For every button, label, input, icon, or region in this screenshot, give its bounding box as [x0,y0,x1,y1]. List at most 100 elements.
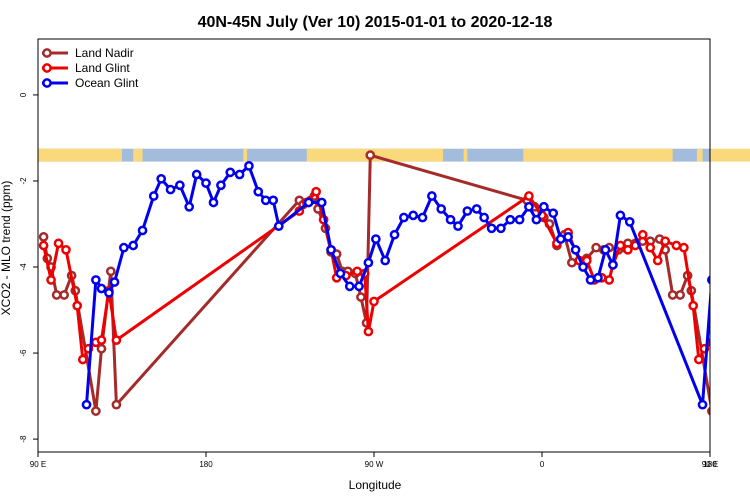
data-point-2-62 [697,399,708,410]
data-point-1-36 [645,242,656,253]
data-point-0-46 [675,290,685,300]
data-point-2-8 [148,191,159,201]
data-point-1-10 [111,335,122,345]
land-span-0 [38,148,122,162]
data-point-2-28 [344,281,355,292]
data-point-1-1 [46,275,56,285]
data-point-2-24 [303,197,314,208]
data-point-0-51 [723,268,730,275]
data-point-0-50 [714,345,721,352]
data-point-1-5 [77,354,88,365]
x-tick-label-right: 180 [703,460,717,469]
x-tick-label-4: 90 E [702,460,718,469]
data-point-2-27 [335,268,346,279]
data-point-2-68 [746,242,750,249]
data-point-2-47 [514,214,525,225]
data-point-2-29 [354,281,364,292]
data-point-2-7 [137,225,148,236]
data-point-2-2 [96,283,107,294]
data-point-2-55 [578,262,588,272]
data-point-2-31 [371,234,381,244]
chart-title: 40N-45N July (Ver 10) 2015-01-01 to 2020… [198,14,553,31]
data-point-1-22 [524,191,534,201]
legend-label-2: Ocean Glint [75,76,139,90]
data-point-2-50 [539,201,549,212]
data-point-0-24 [365,150,376,161]
data-point-0-8 [96,343,107,354]
data-point-2-23 [273,221,284,231]
land-span-6 [696,148,703,162]
data-point-1-13 [311,186,321,197]
data-point-2-46 [505,214,516,225]
data-point-1-30 [604,275,615,285]
data-point-1-3 [61,244,71,255]
legend-marker-0 [42,48,52,58]
data-point-2-14 [201,178,211,188]
data-point-2-32 [380,255,391,266]
data-point-2-49 [531,214,542,225]
data-point-0-22 [356,292,366,302]
data-point-0-10 [111,399,122,410]
series-line-0 [42,153,710,413]
data-point-2-54 [570,244,581,255]
data-point-1-41 [688,300,699,311]
legend-marker-1 [42,63,52,73]
data-point-2-51 [548,208,559,219]
data-point-2-18 [234,169,245,180]
data-point-2-43 [479,212,489,223]
y-axis-label: XCO2 - MLO trend (ppm) [0,181,13,316]
data-point-0-45 [667,290,678,300]
data-point-2-17 [225,167,236,178]
data-point-1-2 [53,238,64,249]
data-point-2-37 [427,191,437,201]
data-point-1-8 [96,335,107,345]
data-point-2-63 [707,275,710,285]
data-point-2-25 [316,197,327,208]
data-point-2-13 [191,169,202,180]
data-point-2-0 [81,399,92,410]
data-point-2-20 [253,186,264,197]
data-point-2-64 [714,285,721,292]
data-point-0-52 [729,401,736,408]
data-point-1-18 [352,266,363,277]
data-point-2-15 [208,197,219,208]
data-point-2-1 [91,275,101,285]
data-point-0-34 [591,242,601,253]
data-point-0-7 [91,406,101,416]
land-span-2 [243,148,248,162]
data-point-0-49 [707,406,710,416]
data-point-2-44 [486,223,497,234]
data-point-0-4 [59,290,69,300]
data-point-2-45 [496,223,506,234]
land-span-7 [710,148,750,162]
data-point-2-52 [555,234,566,244]
data-point-2-58 [600,244,611,255]
series-2 [81,161,750,410]
data-point-2-3 [104,287,114,298]
series-0 [38,150,736,416]
data-point-2-56 [585,275,596,285]
x-tick-label-1: 180 [199,460,213,469]
series-line-2 [85,164,710,407]
data-point-2-57 [593,272,603,283]
data-point-1-44 [707,337,710,347]
data-point-1-37 [652,255,663,266]
data-point-1-38 [660,236,671,247]
legend-label-0: Land Nadir [75,46,134,60]
y-tick-label-1: -2 [19,177,28,185]
data-point-1-0 [38,240,49,251]
x-axis-label: Longitude [349,478,402,492]
data-point-2-41 [462,206,473,216]
land-span-1 [133,148,143,162]
data-point-2-5 [119,242,129,253]
data-point-1-40 [679,242,689,253]
data-point-1-35 [637,229,648,240]
data-point-2-30 [363,257,374,268]
data-point-1-4 [72,300,83,311]
data-point-2-59 [608,260,618,270]
data-point-2-61 [624,216,635,227]
data-point-2-38 [436,204,447,214]
